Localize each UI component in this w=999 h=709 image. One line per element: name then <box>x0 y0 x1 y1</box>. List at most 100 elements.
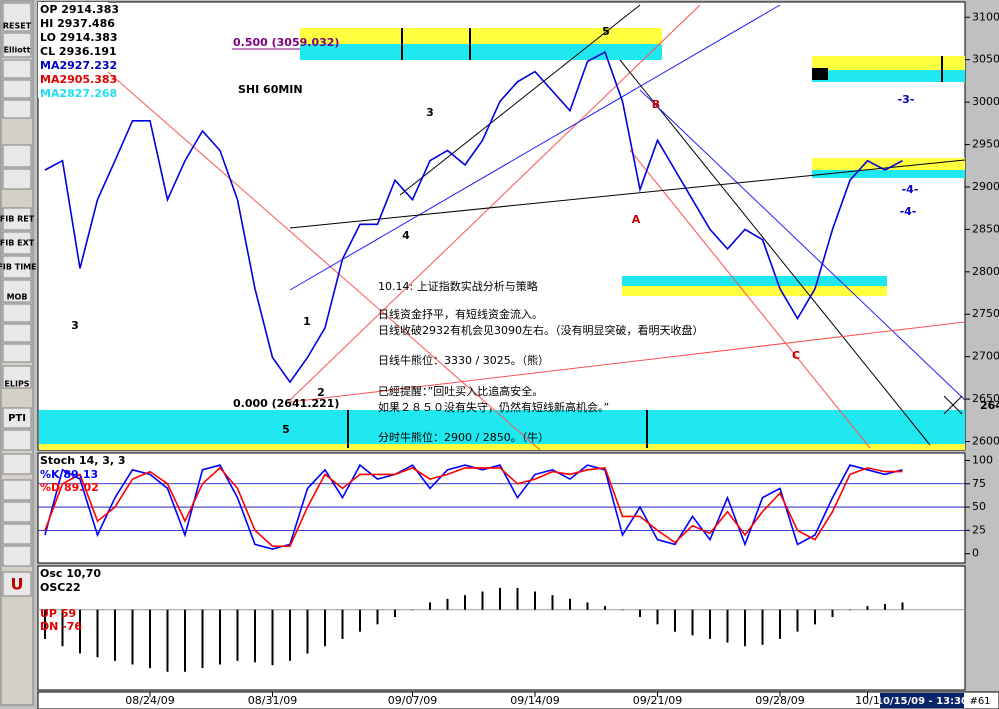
y-tick-label: 25 <box>972 523 986 536</box>
tool-button[interactable] <box>2 453 32 475</box>
osc-bar <box>324 609 326 647</box>
annotation: 3 <box>71 319 79 332</box>
osc-bar <box>464 595 466 610</box>
osc-bar <box>866 606 869 610</box>
tool-label: RESET <box>3 22 32 31</box>
osc-bar <box>359 609 361 632</box>
osc-bar <box>184 609 186 672</box>
annotation: -4- <box>902 183 919 196</box>
osc-bar <box>44 609 46 639</box>
tool-button[interactable] <box>2 99 32 119</box>
osc-bar <box>394 609 396 618</box>
info-line: LO 2914.383 <box>40 31 118 44</box>
osc-bar <box>114 609 116 661</box>
info-line: MA2905.383 <box>40 73 117 86</box>
annotation: 5 <box>602 25 610 38</box>
osc-bar <box>481 591 484 610</box>
zone <box>622 276 887 286</box>
annotation: 2642.5 <box>980 399 999 412</box>
commentary-line: 日线牛熊位：3330 / 3025。（熊） <box>378 353 549 367</box>
x-tick-label: 09/28/09 <box>755 694 804 707</box>
osc-bar <box>96 609 99 658</box>
x-tick-label: 10/1 <box>855 694 880 707</box>
osc-bar <box>779 609 781 639</box>
tool-button[interactable]: MOB <box>2 279 32 303</box>
tool-button[interactable] <box>2 523 32 545</box>
tool-button[interactable]: PTI <box>2 407 32 429</box>
y-tick-label: 2850 <box>972 222 999 235</box>
osc-bar <box>254 609 256 663</box>
series-line <box>44 466 903 548</box>
y-tick-label: 2700 <box>972 350 999 363</box>
tool-button[interactable] <box>2 571 32 597</box>
tool-button[interactable]: RESET <box>2 2 32 32</box>
tool-button[interactable] <box>2 479 32 501</box>
tool-button[interactable] <box>2 429 32 451</box>
tool-label: FIB EXT <box>0 239 35 248</box>
osc-bar <box>551 595 554 610</box>
tool-button[interactable] <box>2 323 32 343</box>
series-line <box>44 50 903 384</box>
tool-button[interactable] <box>2 59 32 79</box>
osc-bar <box>236 609 239 661</box>
y-tick-label: 3000 <box>972 95 999 108</box>
osc-panel <box>37 565 966 691</box>
tool-button[interactable] <box>2 545 32 567</box>
tool-button[interactable] <box>2 501 32 523</box>
annotation: 5 <box>282 423 290 436</box>
tool-label: ELIPS <box>4 380 29 389</box>
panel-title: Stoch 14, 3, 3 <box>40 454 126 467</box>
osc-bar <box>831 609 834 618</box>
commentary-line: 日线收破2932有机会见3090左右。（没有明显突破，看明天收盘） <box>378 323 704 337</box>
tool-button[interactable] <box>2 144 32 168</box>
tool-button[interactable]: Elliott <box>2 32 32 58</box>
osc-bar <box>744 609 746 647</box>
annotation: A <box>632 213 641 226</box>
osc-bar <box>61 609 64 647</box>
osc-bar <box>796 609 799 632</box>
commentary-line: 10.14: 上证指数实战分析与策略 <box>378 279 538 293</box>
info-line: HI 2937.486 <box>40 17 115 30</box>
y-tick-label: 2900 <box>972 180 999 193</box>
zone <box>300 44 662 60</box>
tool-button[interactable] <box>2 168 32 190</box>
tool-button[interactable] <box>2 343 32 363</box>
y-tick-label: 2800 <box>972 265 999 278</box>
osc-bar <box>621 609 624 611</box>
info-line: MA2827.268 <box>40 87 117 100</box>
tool-button[interactable]: ELIPS <box>2 365 32 389</box>
osc-bar <box>534 591 536 610</box>
annotation: 0.000 (2641.221) <box>233 397 339 410</box>
zone <box>812 158 965 170</box>
zone <box>812 56 965 70</box>
tool-button[interactable]: FIB TIME <box>0 255 37 279</box>
tool-label: MOB <box>7 293 28 302</box>
zone <box>39 410 965 444</box>
annotation: -3- <box>898 93 915 106</box>
status-box <box>880 693 964 708</box>
osc-bar <box>289 609 291 661</box>
tool-button[interactable]: FIB RET <box>0 207 35 231</box>
annotation: 0.500 (3059.032) <box>233 36 339 49</box>
legend-entry: %D 89.02 <box>40 481 99 494</box>
u-icon: U <box>11 575 24 594</box>
osc-bar <box>201 609 204 669</box>
date-bar <box>37 691 999 709</box>
tool-button[interactable] <box>2 79 32 99</box>
commentary-line: 如果２８５０没有失守，仍然有短线新高机会。” <box>378 400 609 414</box>
trendlines <box>59 4 966 451</box>
y-tick-label: 2950 <box>972 138 999 151</box>
tool-button[interactable]: FIB EXT <box>0 231 35 255</box>
annotation: DN -76 <box>40 620 82 633</box>
info-panel: OP 2914.383 HI 2937.486 LO 2914.383 CL 2… <box>38 2 119 100</box>
info-line: CL 2936.191 <box>40 45 117 58</box>
y-tick-label: 100 <box>972 453 993 466</box>
osc-bar <box>884 603 886 610</box>
osc-bar <box>586 602 589 610</box>
tool-button[interactable] <box>2 303 32 323</box>
toolbar: RESET Elliott FIB RET FIB EXT FIB TIME M… <box>0 0 37 706</box>
y-tick-label: 50 <box>972 500 986 513</box>
x-tick-label: 09/14/09 <box>510 694 559 707</box>
x-tick-label: 08/31/09 <box>248 694 297 707</box>
